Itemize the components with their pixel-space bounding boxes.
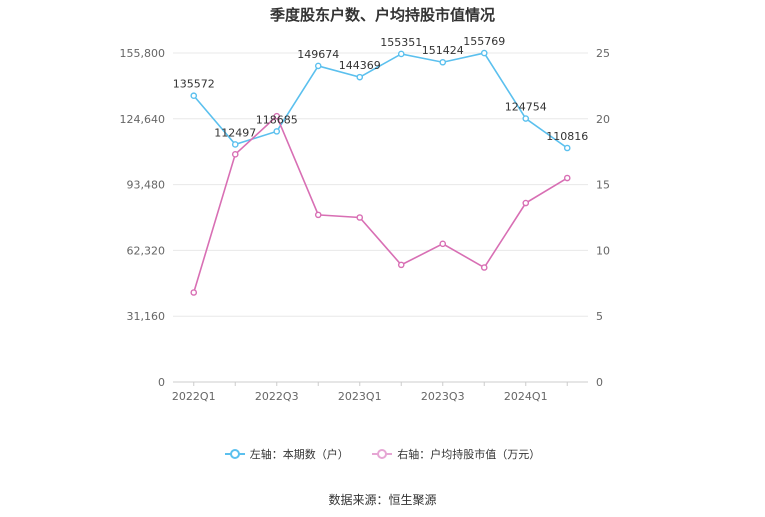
legend: 左轴：本期数（户） 右轴：户均持股市值（万元）	[0, 446, 765, 462]
series-point-1	[522, 199, 530, 207]
y-left-tick-label: 124,640	[120, 113, 166, 126]
series-point-1	[563, 174, 571, 182]
data-label: 151424	[422, 44, 464, 57]
series-point-0	[273, 128, 281, 135]
legend-label-right-series: 右轴：户均持股市值（万元）	[397, 448, 541, 461]
series-point-1	[273, 112, 281, 120]
data-label: 112497	[214, 126, 256, 139]
data-label: 149674	[297, 48, 339, 61]
x-tick-label: 2023Q3	[421, 390, 465, 403]
y-right-tick-label: 10	[596, 244, 610, 257]
data-label: 118685	[256, 113, 298, 126]
data-label: 155769	[463, 35, 505, 48]
series-point-0	[190, 92, 198, 100]
axes: 0 0 31,160 5 62,320 10 93,480 15 124,640 20 155,80…	[120, 47, 611, 403]
series-point-1	[190, 289, 198, 296]
series-point-0	[356, 73, 364, 81]
legend-right-line-icon	[372, 449, 393, 459]
chart-title: 季度股东户数、户均持股市值情况	[269, 6, 495, 24]
data-label: 110816	[546, 130, 588, 143]
data-label: 144369	[339, 59, 381, 72]
y-left-tick-label: 31,160	[127, 310, 166, 323]
series-point-0	[314, 62, 322, 70]
x-tick-label: 2022Q1	[172, 390, 216, 403]
series-point-1	[314, 211, 322, 219]
y-left-tick-label: 155,800	[120, 47, 166, 60]
series-line-0	[193, 52, 568, 149]
x-tick-label: 2024Q1	[504, 390, 548, 403]
y-right-tick-label: 20	[596, 113, 610, 126]
legend-label-left-series: 左轴：本期数（户）	[249, 448, 349, 461]
series-point-0	[522, 115, 530, 122]
y-right-tick-label: 0	[596, 376, 603, 389]
data-label: 124754	[505, 101, 547, 114]
y-left-tick-label: 93,480	[127, 179, 166, 192]
grid-lines	[173, 52, 588, 383]
series-point-0	[231, 141, 239, 148]
legend-item-right-series[interactable]: 右轴：户均持股市值（万元）	[372, 446, 540, 462]
series-point-1	[439, 240, 447, 248]
data-label: 135572	[173, 78, 215, 91]
series-point-1	[397, 261, 405, 269]
x-tick-label: 2023Q1	[338, 390, 382, 403]
series-point-1	[231, 151, 239, 158]
x-tick-label: 2022Q3	[255, 390, 299, 403]
y-left-tick-label: 0	[158, 376, 165, 389]
series-point-1	[356, 214, 364, 221]
y-right-tick-label: 25	[596, 47, 610, 60]
series-point-0	[397, 50, 405, 58]
series-point-0	[439, 58, 447, 66]
series-point-0	[563, 144, 571, 152]
source-note: 数据来源：恒生聚源	[328, 493, 437, 507]
data-label: 155351	[380, 36, 422, 49]
y-right-tick-label: 15	[596, 179, 610, 192]
series-point-1	[480, 264, 488, 271]
y-right-tick-label: 5	[596, 310, 603, 323]
series-lines	[190, 49, 571, 296]
legend-item-left-series[interactable]: 左轴：本期数（户）	[224, 446, 349, 462]
series-line-1	[192, 114, 568, 293]
legend-left-line-icon	[224, 449, 245, 459]
y-left-tick-label: 62,320	[127, 244, 166, 257]
series-point-0	[480, 49, 488, 57]
